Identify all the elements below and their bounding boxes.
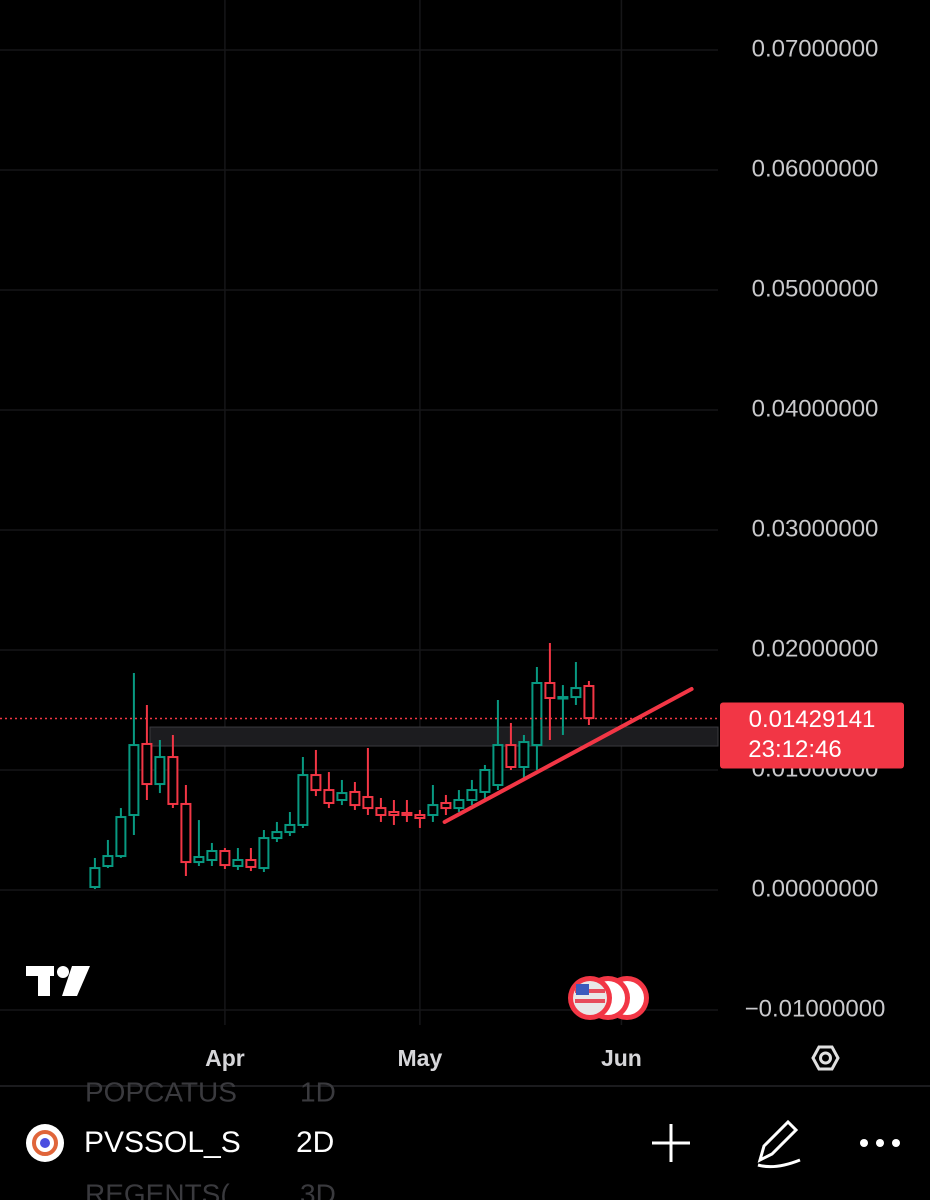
candle-body [479,769,491,793]
interval[interactable]: 2D [296,1126,334,1159]
countdown: 23:12:46 [748,736,841,763]
more-button[interactable] [860,1139,900,1147]
candle-body [518,741,530,769]
x-tick-label: Apr [205,1045,245,1071]
candle-body [193,856,205,864]
candle-body [570,687,582,699]
candle-body [349,790,361,807]
y-tick-label: 0.05000000 [752,275,879,302]
settings-button[interactable] [811,1045,840,1071]
candle-body [362,796,374,810]
candle-body [557,696,569,700]
candle-body [167,756,179,805]
candle-body [466,789,478,802]
symbol-below: REGENTS( [85,1178,230,1200]
y-tick-label: 0.06000000 [752,155,879,182]
y-tick-label: 0.04000000 [752,395,879,422]
x-tick-label: May [398,1045,443,1071]
symbol[interactable]: PVSSOL_S [84,1126,241,1159]
candle-body [505,744,517,769]
candle-body [245,859,257,868]
add-button[interactable] [652,1124,690,1162]
candle-body [141,742,153,786]
candle-body [219,850,231,867]
y-tick-label: 0.02000000 [752,635,879,662]
candle-body [388,811,400,817]
candle-body [258,837,270,870]
candle-body [284,823,296,834]
interval-below: 3D [300,1178,336,1200]
plot [0,643,719,890]
y-tick-label: 0.03000000 [752,515,879,542]
candle-body [427,804,439,817]
candle-body [453,799,465,810]
candle-body [180,802,192,864]
candle-body [375,807,387,817]
y-tick-label: 0.00000000 [752,875,879,902]
last-price-box [720,702,904,769]
candle-body [336,792,348,802]
symbol-above: POPCATUS [85,1076,237,1107]
x-tick-label: Jun [601,1045,642,1071]
y-tick-label: 0.07000000 [752,35,879,62]
candle-body [115,816,127,858]
candle-body [492,744,504,787]
candle-body [323,789,335,805]
logo [26,966,90,996]
candle-body [583,685,595,720]
candle-body [232,859,244,868]
candle-body [297,774,309,826]
y-tick-label: −0.01000000 [745,995,886,1022]
trendline [442,687,694,824]
draw-button[interactable] [757,1119,801,1169]
symbol-icon[interactable] [26,1124,64,1162]
candle-body [544,682,556,700]
candle-body [89,867,101,889]
last-price-label: 0.01429141 [749,706,876,733]
axis: 0.07000000 0.06000000 0.05000000 0.04000000… [205,35,904,1071]
candle-body [154,756,166,786]
candle-body [414,814,426,820]
candle-body [310,774,322,792]
event-flags[interactable] [568,976,649,1020]
candle-body [440,802,452,810]
candle-body [102,855,114,868]
candle-body [128,744,140,817]
candle-body [271,831,283,840]
candle-body [206,850,218,862]
zone [149,726,719,747]
candle-body [401,811,413,817]
candle-body [531,682,543,747]
interval-above: 1D [300,1076,336,1107]
